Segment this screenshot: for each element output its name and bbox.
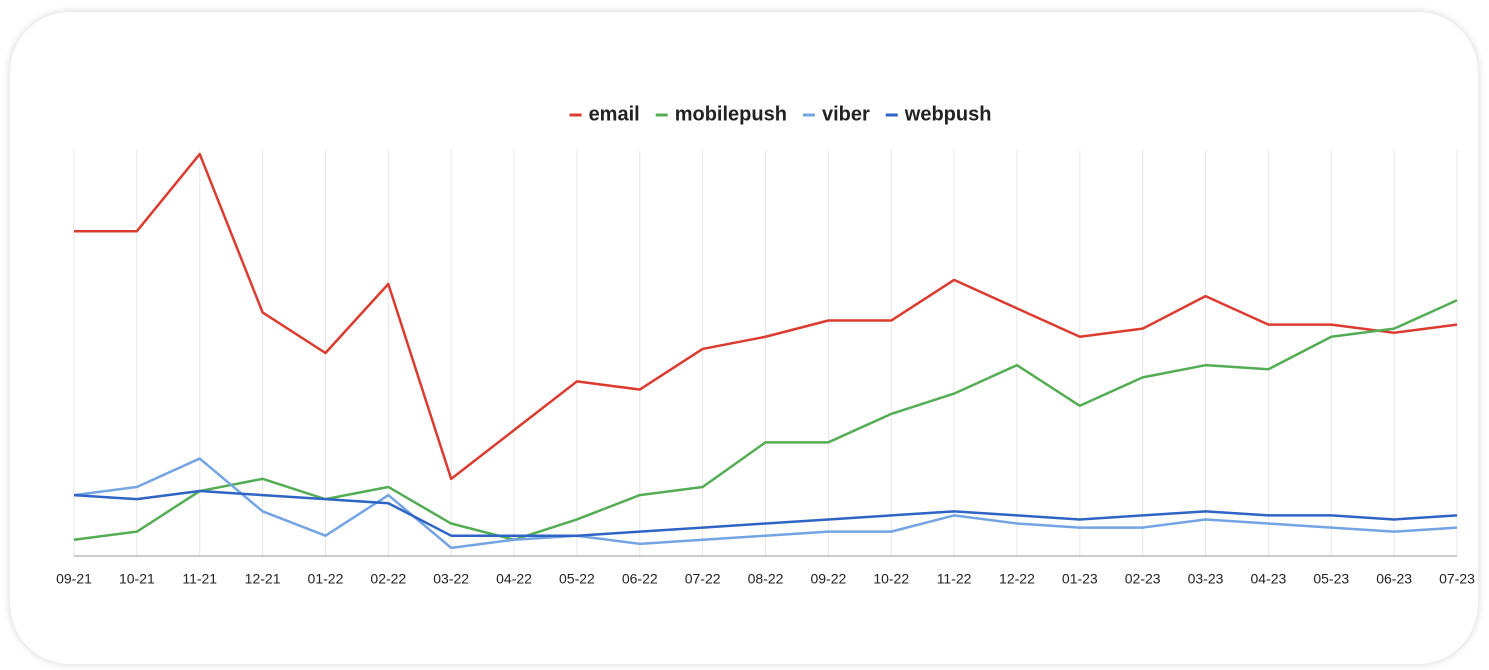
x-tick-label: 02-22: [370, 571, 406, 587]
series-line: [74, 152, 1458, 481]
x-tick-label: 06-23: [1376, 571, 1412, 587]
x-tick-label: 10-22: [873, 571, 909, 587]
x-tick-label: 11-21: [182, 571, 217, 587]
series-line: [73, 299, 1458, 542]
x-tick-label: 01-23: [1062, 571, 1098, 587]
x-tick-label: 09-22: [810, 571, 846, 587]
x-tick-label: 06-22: [622, 571, 658, 587]
x-tick-label: 12-22: [999, 571, 1035, 587]
x-tick-label: 07-23: [1439, 571, 1475, 587]
x-tick-label: 11-22: [937, 571, 972, 587]
card: [10, 12, 1478, 664]
x-tick-label: 04-23: [1251, 571, 1287, 587]
x-tick-label: 03-22: [433, 571, 469, 587]
legend: email mobilepush viber webpush: [569, 103, 992, 125]
x-tick-label: 04-22: [496, 571, 532, 587]
x-tick-label: 09-21: [56, 571, 92, 587]
x-tick-label: 05-23: [1313, 571, 1349, 587]
series-line: [73, 489, 1458, 537]
legend-label: mobilepush: [675, 103, 787, 125]
legend-label: viber: [822, 103, 870, 125]
x-tick-label: 01-22: [308, 571, 344, 587]
series-line: [73, 457, 1458, 550]
x-tick-label: 05-22: [559, 571, 595, 587]
x-tick-label: 10-21: [119, 571, 155, 587]
x-tick-label: 03-23: [1188, 571, 1224, 587]
legend-label: webpush: [904, 103, 992, 125]
x-tick-label: 12-21: [245, 571, 281, 587]
x-tick-label: 02-23: [1125, 571, 1161, 587]
x-tick-label: 08-22: [748, 571, 784, 587]
legend-label: email: [589, 103, 640, 125]
x-tick-label: 07-22: [685, 571, 721, 587]
